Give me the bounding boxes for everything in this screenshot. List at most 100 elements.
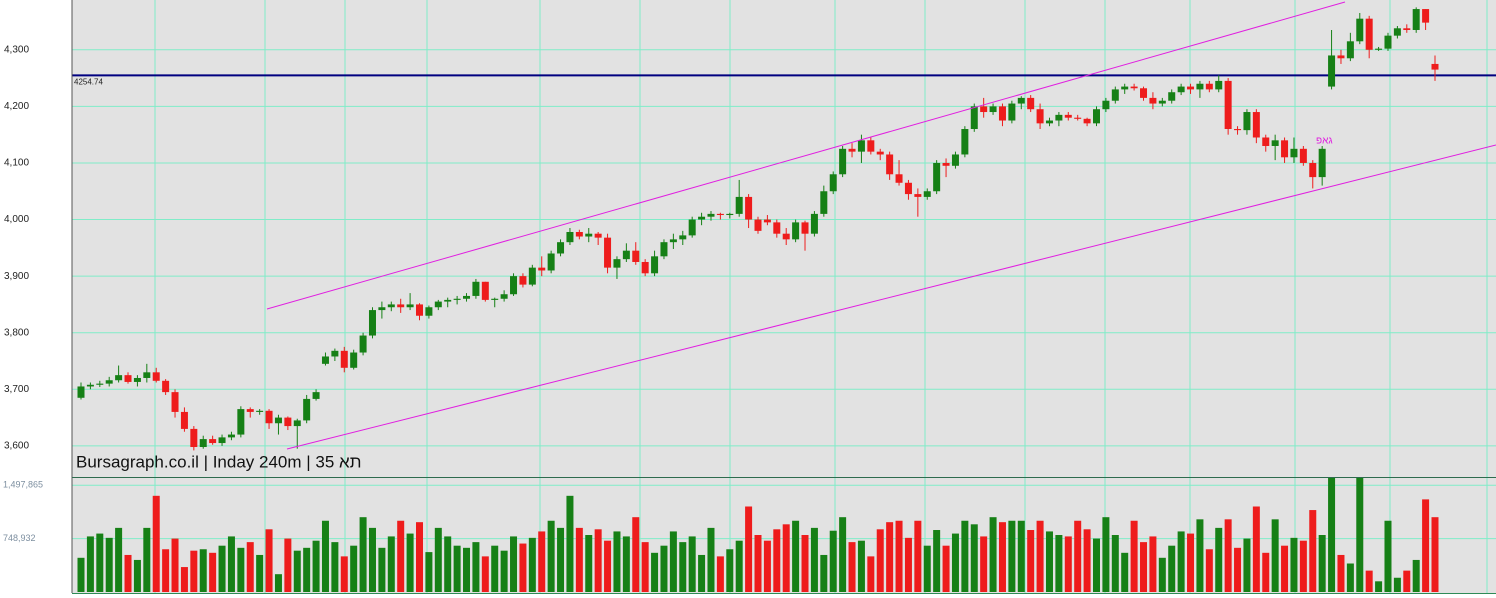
candle-body <box>923 191 931 197</box>
candle-body <box>152 372 160 381</box>
candle-body <box>321 356 329 364</box>
candle-body <box>1346 41 1354 59</box>
volume-bar <box>961 520 969 592</box>
volume-bar <box>368 527 376 592</box>
candle-body <box>1403 28 1411 30</box>
volume-bar <box>1422 499 1430 592</box>
candle-body <box>510 276 518 295</box>
volume-bar <box>321 520 329 592</box>
volume-bar <box>933 530 941 592</box>
volume-bar <box>397 520 405 592</box>
candle-body <box>1384 35 1392 49</box>
volume-bar <box>528 537 536 592</box>
candle-body <box>1008 103 1016 121</box>
volume-bar <box>1234 547 1242 592</box>
candle-body <box>350 352 358 368</box>
volume-bar <box>801 535 809 592</box>
candle-body <box>293 420 301 427</box>
volume-bar <box>256 554 264 592</box>
candle-body <box>274 417 282 424</box>
candle-body <box>218 437 226 444</box>
volume-bar <box>265 529 273 592</box>
volume-bar <box>284 538 292 592</box>
candle-body <box>1205 83 1213 90</box>
candle-body <box>773 222 781 234</box>
watermark-title: Bursagraph.co.il | Inday 240m | תא 35 <box>76 452 361 471</box>
volume-bar <box>951 533 959 592</box>
candle-body <box>463 295 471 299</box>
candle-body <box>171 392 179 412</box>
candle-body <box>1177 86 1185 93</box>
volume-bar <box>1271 519 1279 592</box>
volume-bar <box>143 527 151 592</box>
volume-bar <box>651 552 659 592</box>
volume-bar <box>115 527 123 592</box>
volume-bar <box>350 545 358 592</box>
candle-body <box>77 386 85 398</box>
volume-bar <box>998 522 1006 592</box>
candle-body <box>961 129 969 155</box>
y-tick-label: 4,000 <box>4 214 29 225</box>
candle-body <box>942 162 950 166</box>
candle-body <box>1074 117 1082 119</box>
volume-bar <box>1168 545 1176 592</box>
volume-bar <box>585 535 593 592</box>
volume-bar <box>86 536 94 592</box>
candle-body <box>1093 109 1100 124</box>
volume-bar <box>162 549 170 592</box>
channel-upper <box>266 1 1346 310</box>
candle-body <box>1064 114 1072 118</box>
candle-body <box>933 162 941 192</box>
candle-body <box>792 222 800 240</box>
candle-body <box>1140 88 1148 98</box>
volume-bar <box>763 540 771 592</box>
volume-bar <box>453 545 461 592</box>
candle-body <box>1271 140 1279 146</box>
volume-bar <box>1074 520 1082 592</box>
candle-body <box>1149 97 1157 104</box>
candle-body <box>801 222 809 234</box>
candle-body <box>1158 100 1166 104</box>
volume-bar <box>1393 577 1401 592</box>
candle-body <box>810 213 818 234</box>
volume-bar <box>274 574 282 592</box>
candle-body <box>651 256 659 274</box>
candle-body <box>1337 55 1345 59</box>
candle-body <box>406 304 414 308</box>
candle-body <box>256 410 264 412</box>
volume-bar <box>463 547 471 592</box>
volume-bar <box>857 540 865 592</box>
candle-body <box>735 196 743 214</box>
volume-bar <box>886 522 894 592</box>
volume-bar <box>1008 520 1016 592</box>
candle-body <box>698 216 706 220</box>
candle-body <box>340 350 348 368</box>
candle-body <box>1309 162 1317 178</box>
volume-bar <box>867 556 875 592</box>
volume-bar <box>1346 563 1354 592</box>
candle-body <box>763 219 771 223</box>
candle-body <box>998 106 1006 121</box>
candle-body <box>124 375 132 382</box>
candle-body <box>368 310 376 336</box>
candle-body <box>895 174 903 183</box>
candle-body <box>669 239 677 243</box>
volume-bar <box>754 535 762 592</box>
candle-body <box>707 213 715 217</box>
candle-body <box>1422 9 1430 23</box>
volume-bar <box>340 556 348 592</box>
candle-body <box>857 140 865 152</box>
volume-bar <box>190 550 198 592</box>
volume-bar <box>782 524 790 592</box>
volume-bar <box>77 557 85 592</box>
volume-bar <box>970 524 978 592</box>
candle-body <box>472 281 480 296</box>
volume-bar <box>416 522 423 592</box>
candle-body <box>688 219 696 236</box>
candle-body <box>434 301 442 308</box>
volume-bar <box>1243 538 1251 592</box>
candle-body <box>876 151 884 155</box>
candle-body <box>96 383 104 385</box>
